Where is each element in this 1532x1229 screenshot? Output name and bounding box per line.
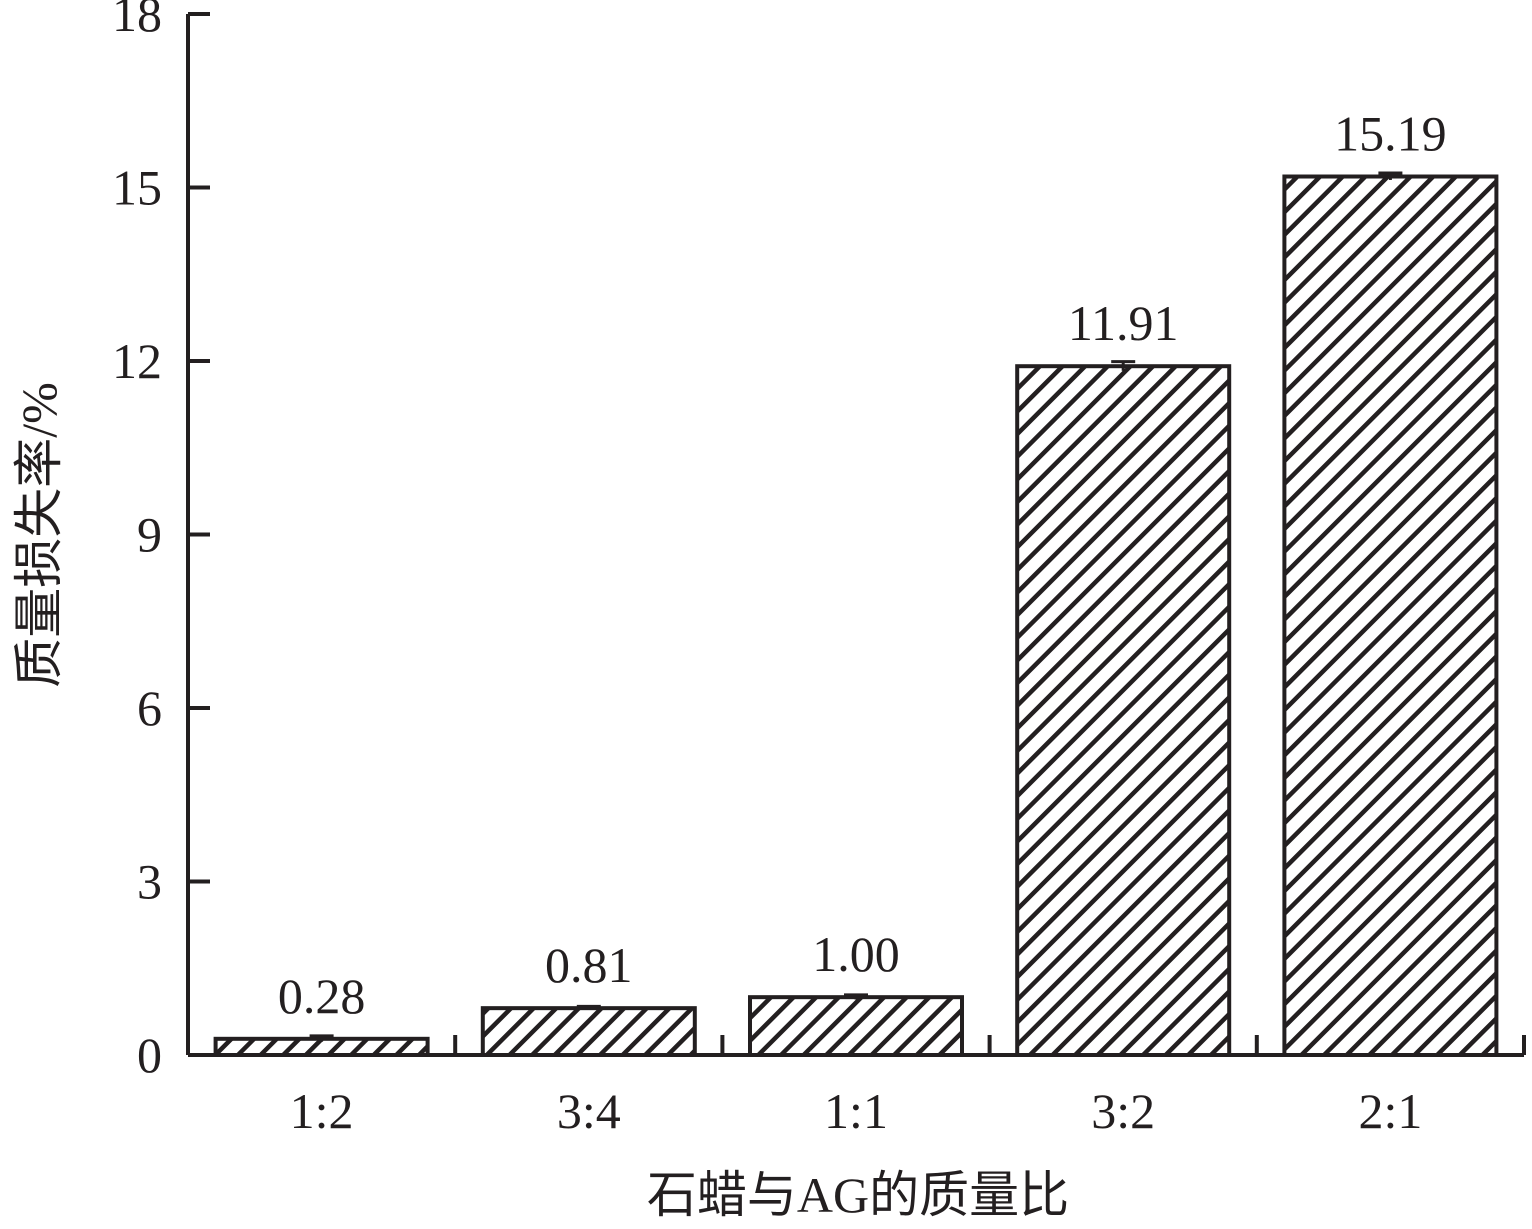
value-label-2: 0.81 (545, 937, 633, 993)
x-tick-label-1: 1:2 (290, 1083, 354, 1139)
y-tick-label-6: 18 (112, 0, 162, 42)
y-tick-label-4: 12 (112, 333, 162, 389)
x-tick-label-2: 3:4 (557, 1083, 621, 1139)
x-axis-title: 石蜡与AG的质量比 (647, 1167, 1069, 1223)
value-label-4: 11.91 (1068, 295, 1179, 351)
y-tick-label-3: 9 (137, 507, 162, 563)
x-tick-label-4: 3:2 (1091, 1083, 1155, 1139)
value-label-5: 15.19 (1334, 106, 1447, 162)
x-tick-label-5: 2:1 (1358, 1083, 1422, 1139)
y-axis-title: 质量损失率/% (11, 382, 67, 688)
y-tick-label-0: 0 (137, 1027, 162, 1083)
bar-3 (748, 995, 964, 1058)
bar-2 (480, 1006, 697, 1058)
x-tick-label-3: 1:1 (824, 1083, 888, 1139)
y-tick-label-5: 15 (112, 160, 162, 216)
y-tick-label-1: 3 (137, 854, 162, 910)
error-bar-1 (309, 1034, 334, 1042)
error-bar-2 (576, 1004, 601, 1010)
error-bar-4 (1111, 360, 1136, 371)
error-bar-3 (844, 993, 868, 1000)
bar-5 (1282, 174, 1499, 1058)
value-label-1: 0.28 (278, 968, 366, 1024)
y-tick-label-2: 6 (137, 680, 162, 736)
value-label-3: 1.00 (812, 926, 900, 982)
error-bar-5 (1378, 171, 1403, 180)
bar-4 (1015, 364, 1232, 1057)
